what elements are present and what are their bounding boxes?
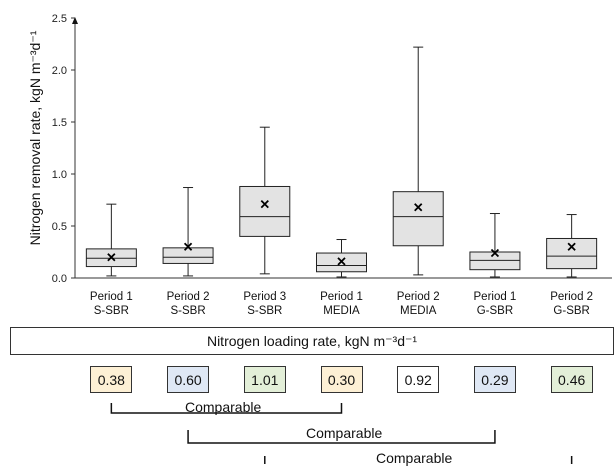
box (546, 237, 598, 270)
category-label-line2: S-SBR (247, 305, 282, 317)
mean-marker (183, 242, 193, 251)
comparison-label-1: Comparable (185, 399, 262, 415)
y-axis-arrow (72, 17, 78, 24)
comparison-label-2: Comparable (306, 425, 383, 441)
loading-rate-title: Nitrogen loading rate, kgN m⁻³d⁻¹ (206, 332, 418, 349)
category-label-line1: Period 1 (320, 291, 363, 303)
mean-marker (490, 248, 500, 258)
loading-rate-value: 0.60 (167, 366, 210, 393)
y-tick-label: 2.5 (52, 13, 67, 25)
category-label-line1: Period 3 (243, 291, 286, 303)
y-tick-label: 0.5 (52, 221, 67, 233)
mean-marker (414, 203, 423, 212)
category-label-line1: Period 2 (550, 291, 593, 303)
category-label-line2: G-SBR (477, 305, 513, 317)
y-tick-label: 2.0 (52, 65, 67, 77)
mean-marker (107, 253, 116, 262)
box-plot-chart: 0.0 0.5 1.0 1.5 2.0 2.5 Nitrogen removal rate,… (27, 13, 612, 317)
loading-rate-value: 0.46 (550, 366, 593, 393)
box (392, 191, 444, 247)
y-tick-label: 1.5 (52, 117, 67, 129)
category-label-line1: Period 1 (90, 291, 133, 303)
category-label-line1: Period 2 (167, 291, 210, 303)
loading-rate-value: 1.01 (243, 366, 286, 393)
mean-marker (567, 242, 576, 251)
box (469, 251, 521, 271)
mean-marker (337, 257, 346, 266)
mean-marker (260, 200, 269, 209)
loading-rate-banner: Nitrogen loading rate, kgN m⁻³d⁻¹ (10, 327, 614, 355)
box (162, 247, 214, 264)
category-label-line2: MEDIA (323, 305, 360, 317)
category-label-line2: G-SBR (553, 305, 589, 317)
category-label-line1: Period 1 (474, 291, 517, 303)
loading-rate-value: 0.29 (473, 366, 516, 393)
category-label-line1: Period 2 (397, 291, 440, 303)
loading-rate-value: 0.30 (320, 366, 363, 393)
y-tick-label: 0.0 (52, 273, 67, 285)
loading-rate-value: 0.38 (90, 366, 133, 393)
y-tick-label: 1.0 (52, 169, 67, 181)
category-label-line2: S-SBR (94, 305, 129, 317)
y-axis-label: Nitrogen removal rate, kgN m⁻³d⁻¹ (27, 30, 43, 245)
comparison-label-3: Comparable (376, 450, 453, 466)
box (239, 185, 291, 237)
category-label-line2: S-SBR (170, 305, 205, 317)
category-label-line2: MEDIA (400, 305, 437, 317)
loading-rate-value: 0.92 (397, 366, 440, 393)
